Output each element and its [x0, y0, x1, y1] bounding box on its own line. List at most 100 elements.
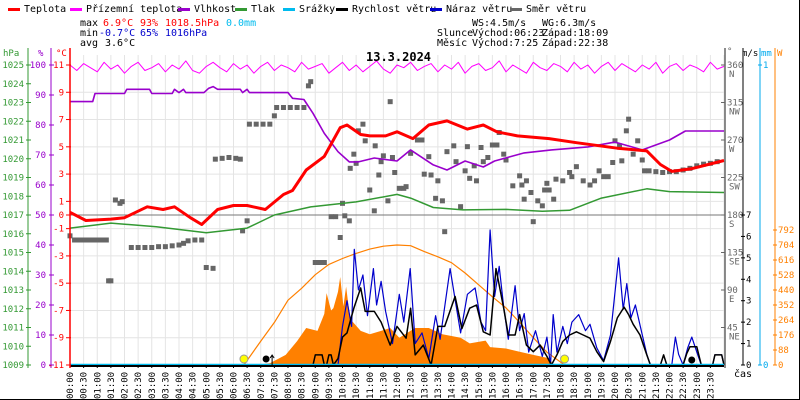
- wind-direction-point: [389, 155, 395, 160]
- direction-axis-unit: °: [727, 47, 732, 57]
- legend-item: Rychlost větru: [336, 4, 436, 15]
- legend-swatch: [336, 8, 348, 11]
- wind-direction-point: [342, 213, 348, 219]
- humidity-tick-label: 90: [35, 91, 46, 101]
- max-temp: 6.9°C: [103, 18, 134, 29]
- rain-tick-label: 1: [763, 61, 768, 71]
- wind-direction-point: [612, 138, 618, 144]
- wind-direction-point: [573, 164, 579, 170]
- x-tick-label: 00:00: [66, 372, 76, 399]
- wind-direction-point: [128, 245, 134, 250]
- x-tick-label: 08:00: [284, 372, 294, 399]
- wind-direction-point: [444, 149, 450, 155]
- wind-direction-point: [392, 170, 398, 175]
- wind-direction-point: [119, 199, 125, 205]
- wind-direction-point: [660, 170, 666, 175]
- wind-direction-point: [546, 187, 552, 193]
- x-tick-label: 10:30: [352, 372, 362, 399]
- wind-direction-point: [103, 237, 109, 243]
- wind-tick-label: 4: [746, 275, 751, 285]
- x-tick-label: 00:30: [80, 372, 90, 399]
- x-tick-label: 16:30: [516, 372, 526, 399]
- direction-tick-label: 270: [727, 136, 743, 146]
- wind-direction-point: [308, 79, 314, 85]
- wind-direction-point: [385, 198, 391, 204]
- wind-direction-point: [605, 174, 611, 180]
- wind-direction-point: [458, 204, 464, 210]
- rain-axis-unit: mm: [761, 49, 772, 59]
- wind-direction-point: [596, 168, 602, 174]
- wind-direction-point: [108, 278, 114, 284]
- x-tick-label: 07:00: [257, 372, 267, 399]
- wind-direction-point: [233, 155, 239, 161]
- x-tick-label: 10:00: [339, 372, 349, 399]
- pressure-tick-label: 1025: [2, 61, 24, 71]
- wind-direction-point: [485, 155, 491, 160]
- wind-direction-point: [240, 228, 246, 234]
- x-tick-label: 15:30: [488, 372, 498, 399]
- direction-tick-compass: W: [729, 145, 735, 155]
- max-label: max: [80, 18, 99, 29]
- max-humidity: 93%: [140, 18, 159, 29]
- pressure-tick-label: 1009: [2, 361, 24, 371]
- pressure-tick-label: 1019: [2, 174, 24, 184]
- wind-direction-point: [219, 155, 225, 161]
- wind-direction-point: [321, 260, 327, 265]
- x-tick-label: 11:30: [379, 372, 389, 399]
- sun-label: Slunce: [437, 28, 474, 39]
- wind-direction-point: [305, 83, 311, 89]
- radiation-tick-label: 264: [778, 316, 794, 326]
- wind-direction-point: [428, 172, 434, 178]
- wind-tick-label: 1: [746, 340, 751, 350]
- temperature-line: [69, 119, 725, 226]
- sunrise-marker: [239, 354, 249, 364]
- direction-tick-label: 180: [727, 211, 743, 221]
- wind-direction-point: [378, 159, 384, 165]
- x-tick-label: 13:30: [434, 372, 444, 399]
- wind-direction-point: [135, 245, 141, 250]
- temperature-tick-label: 3: [59, 170, 64, 180]
- legend-label: Srážky: [299, 4, 336, 15]
- wind-direction-point: [253, 121, 259, 127]
- wind-direction-point: [212, 156, 218, 162]
- min-label: min: [80, 28, 99, 39]
- wind-direction-point: [351, 151, 357, 157]
- x-tick-label: 15:00: [475, 372, 485, 399]
- humidity-line: [70, 85, 724, 171]
- direction-tick-label: 225: [727, 174, 743, 184]
- wind-direction-point: [519, 182, 525, 188]
- wind-direction-point: [226, 155, 232, 160]
- wind-direction-point: [112, 197, 118, 203]
- humidity-tick-label: 50: [35, 211, 46, 221]
- pressure-tick-label: 1010: [2, 342, 24, 352]
- wind-direction-point: [169, 243, 175, 249]
- wind-direction-point: [294, 105, 300, 110]
- temperature-tick-label: 7: [59, 116, 64, 126]
- temperature-tick-label: 11: [53, 61, 64, 71]
- wind-direction-point: [260, 121, 266, 127]
- x-tick-label: 20:30: [625, 372, 635, 399]
- wind-speed-max: WS:4.5m/s: [472, 18, 527, 29]
- wind-direction-point: [274, 105, 280, 110]
- pressure-tick-label: 1014: [2, 267, 24, 277]
- direction-tick-label: 135: [727, 249, 743, 259]
- x-tick-label: 21:00: [638, 372, 648, 399]
- sunset-marker: [560, 354, 570, 364]
- wind-direction-point: [617, 143, 623, 149]
- wind-direction-point: [362, 138, 368, 144]
- legend-label: Teplota: [24, 4, 67, 15]
- wind-direction-point: [530, 219, 536, 225]
- min-humidity: 65%: [140, 28, 159, 39]
- wind-direction-point: [478, 145, 484, 150]
- wind-direction-point: [544, 180, 550, 186]
- wind-direction-point: [192, 237, 198, 243]
- temperature-tick-label: -1: [53, 225, 64, 235]
- legend-item: Srážky: [283, 4, 335, 15]
- wind-direction-point: [635, 138, 641, 144]
- direction-tick-label: 90: [727, 286, 738, 296]
- wind-direction-point: [642, 168, 648, 174]
- direction-tick-compass: NW: [729, 108, 740, 118]
- temperature-tick-label: 1: [59, 197, 64, 207]
- x-tick-label: 19:00: [584, 372, 594, 399]
- wind-direction-point: [580, 178, 586, 184]
